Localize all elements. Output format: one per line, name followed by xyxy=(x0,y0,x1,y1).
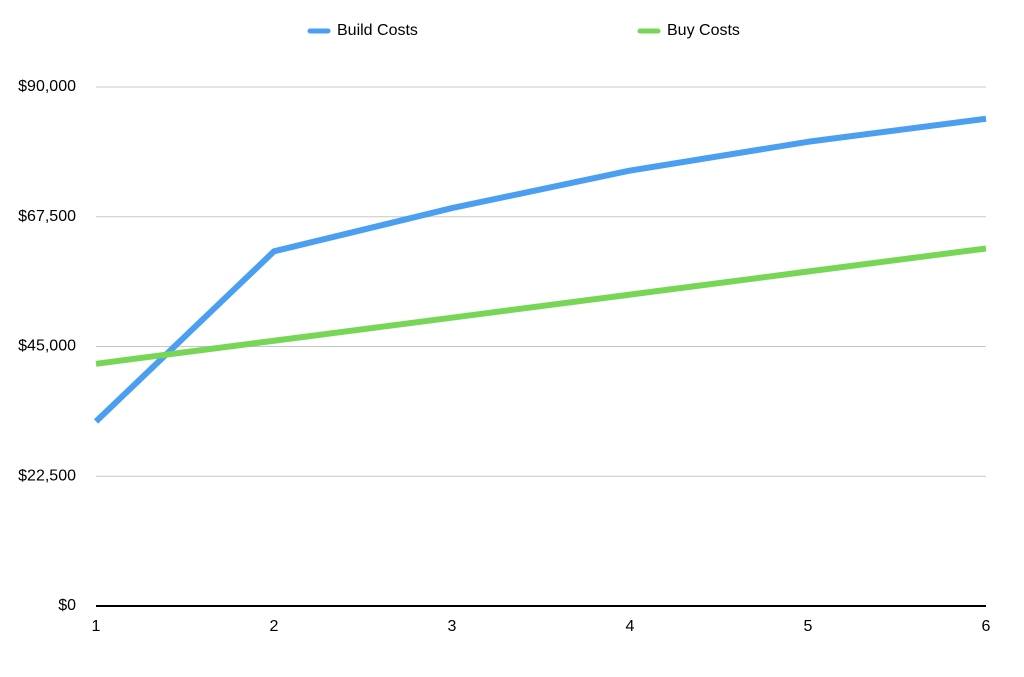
legend-label: Buy Costs xyxy=(667,22,740,39)
x-tick-label: 5 xyxy=(804,618,813,635)
y-tick-label: $67,500 xyxy=(18,208,76,225)
line-series xyxy=(93,115,987,424)
line-series xyxy=(95,245,987,367)
x-tick-label: 4 xyxy=(626,618,635,635)
legend-label: Build Costs xyxy=(337,22,418,39)
x-tick-label: 6 xyxy=(982,618,991,635)
y-tick-label: $0 xyxy=(58,597,76,614)
x-tick-label: 1 xyxy=(92,618,101,635)
x-tick-label: 2 xyxy=(270,618,279,635)
y-tick-label: $45,000 xyxy=(18,338,76,355)
y-tick-label: $22,500 xyxy=(18,467,76,484)
y-tick-label: $90,000 xyxy=(18,78,76,95)
x-tick-label: 3 xyxy=(448,618,457,635)
